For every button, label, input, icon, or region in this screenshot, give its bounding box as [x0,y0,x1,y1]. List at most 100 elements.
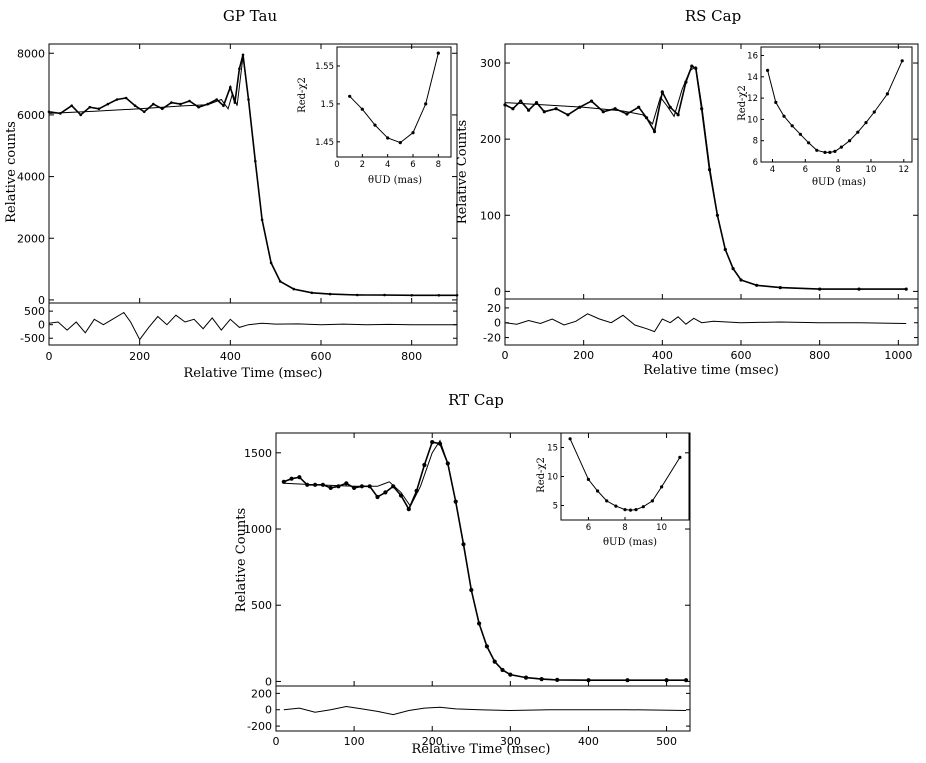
inset-x-tick-label: 12 [898,165,909,175]
inset-y-tick-label: 1.55 [315,62,334,72]
inset-y-tick-label: 1.45 [315,138,334,148]
data-point [455,294,459,297]
data-point [70,104,73,107]
inset-point [790,124,794,128]
data-point [115,98,119,101]
inset-y-tick-label: 5 [553,502,558,512]
data-point [124,96,128,100]
inset-point [900,59,904,63]
data-point [484,644,489,649]
data-point [106,102,110,106]
x-tick-label: 200 [422,735,443,748]
residual-line [504,313,907,333]
data-point [613,107,617,111]
data-point [625,112,629,116]
data-point [519,99,523,103]
data-point [461,542,466,547]
data-point [694,66,698,70]
inset-x-tick-label: 8 [622,523,627,533]
data-point [566,113,570,117]
inset-chi-line [569,438,681,511]
chart-title: GP Tau [223,7,278,25]
main-plot: 0 2000 4000 6000 8000 [17,44,459,307]
data-point [578,105,582,109]
panel-rt-cap: RT Cap Relative Time (msec) Relative Cou… [234,391,691,757]
data-point [527,108,531,112]
y-tick-label: 1000 [244,523,272,536]
data-point [142,110,146,114]
inset-point [386,136,390,140]
data-point [700,107,704,111]
inset-point [596,489,600,493]
data-point [430,440,435,445]
data-point [305,482,310,487]
data-point [356,293,359,297]
inset-y-axis-label: Red-χ2 [536,457,547,493]
inset-point [798,132,803,136]
main-plot-frame [504,43,919,300]
data-point [555,677,560,683]
inset-point [839,145,844,149]
data-point [410,294,414,297]
inset-y-axis-label: Red-χ2 [297,77,308,113]
data-point [637,105,641,109]
inset-plot: 4 6 8 10 12 6 8 10 12 14 16 θUD (mas) Red-χ2 [737,46,913,188]
data-point [269,261,273,265]
inset-point [807,141,811,145]
y-tick-label: 200 [480,133,501,146]
inset-y-tick-label: 10 [547,473,558,483]
inset-point [856,130,860,134]
data-point [477,621,482,626]
y-axis-label: Relative Counts [234,508,249,612]
residual-y-tick-label: -20 [483,332,501,345]
inset-x-tick-label: 8 [436,160,441,170]
data-point [539,677,544,682]
x-tick-label: 0 [502,349,509,362]
residual-line [283,705,687,716]
data-point [660,90,664,94]
residual-plot-frame [48,302,458,346]
inset-marks: 0 2 4 6 8 1.45 1.5 1.55 [315,51,441,170]
data-point [715,213,720,217]
inset-point [872,110,876,114]
data-point [523,675,529,680]
data-point [904,287,908,291]
x-tick-label: 1000 [884,349,912,362]
panel-rs-cap: RS Cap Relative time (msec) Relative Cou… [455,7,919,378]
inset-x-tick-label: 6 [410,160,415,170]
y-tick-label: 100 [480,209,501,222]
data-point [500,667,505,673]
inset-marks: 6 8 10 5 10 15 [547,437,682,533]
data-point [601,110,605,114]
x-tick-label: 600 [311,350,332,363]
residual-y-tick-label: 20 [487,302,501,315]
data-point [731,267,735,271]
data-point [79,113,82,117]
data-point [511,107,515,111]
main-plot-frame [275,432,691,687]
inset-point [373,123,377,127]
residual-y-tick-label: -200 [247,720,272,733]
data-point [554,107,558,111]
data-point [233,101,237,104]
inset-point [678,455,682,459]
x-tick-label: 0 [273,735,280,748]
data-point [414,488,419,493]
data-point [664,678,669,683]
y-tick-label: 2000 [17,232,45,245]
chart-title: RS Cap [685,7,741,25]
inset-point [411,131,415,135]
data-point [375,494,380,500]
y-axis-label: Relative Counts [455,120,470,224]
data-point [313,482,318,487]
data-point [179,102,182,106]
inset-point [634,508,638,512]
data-point [684,80,688,84]
data-point [437,441,443,446]
residual-y-tick-label: 0 [494,317,501,330]
inset-marks: 4 6 8 10 12 6 8 10 12 14 16 [747,52,909,175]
main-plot: 0 100 200 300 [480,44,918,299]
inset-x-tick-label: 2 [360,160,365,170]
